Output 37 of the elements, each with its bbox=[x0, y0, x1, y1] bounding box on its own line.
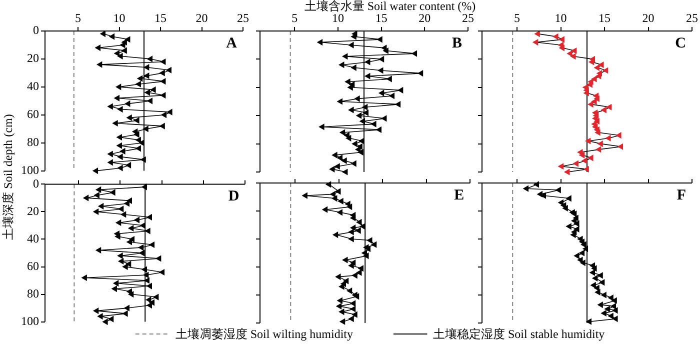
y-tick-label: 60 bbox=[27, 107, 39, 122]
x-tick-label: 5 bbox=[75, 10, 81, 25]
x-tick-label: 15 bbox=[154, 10, 166, 25]
x-axis-title: 土壤含水量 Soil water content (%) bbox=[304, 0, 476, 13]
x-tick-label: 10 bbox=[332, 10, 344, 25]
y-tick-label: 80 bbox=[27, 134, 39, 149]
x-tick-label: 20 bbox=[418, 10, 431, 25]
annotation: B bbox=[452, 35, 462, 52]
x-tick-label: 20 bbox=[196, 10, 208, 25]
y-tick-label: 80 bbox=[27, 286, 39, 300]
x-tick-label: 25 bbox=[686, 10, 698, 25]
y-tick-label: 100 bbox=[21, 314, 39, 328]
y-tick-label: 60 bbox=[27, 258, 39, 273]
y-tick-label: 40 bbox=[27, 231, 39, 246]
annotation: E bbox=[454, 187, 464, 204]
annotation: D bbox=[228, 188, 240, 205]
annotation: C bbox=[675, 35, 686, 52]
x-tick-label: 15 bbox=[375, 10, 388, 25]
y-tick-label: 40 bbox=[27, 79, 39, 94]
legend-label: 土壤凋萎湿度 Soil wilting humidity bbox=[175, 327, 354, 341]
y-tick-label: 20 bbox=[27, 204, 39, 218]
x-tick-label: 10 bbox=[113, 10, 126, 25]
legend-label: 土壤稳定湿度 Soil stable humidity bbox=[433, 327, 605, 341]
x-tick-label: 25 bbox=[462, 10, 474, 25]
y-tick-label: 0 bbox=[33, 23, 39, 38]
x-tick-label: 5 bbox=[292, 10, 298, 25]
x-tick-label: 25 bbox=[237, 10, 249, 25]
x-tick-label: 10 bbox=[554, 10, 567, 25]
y-tick-label: 0 bbox=[33, 176, 39, 190]
y-tick-label: 20 bbox=[27, 51, 39, 66]
x-tick-label: 20 bbox=[642, 10, 654, 25]
y-tick-label: 100 bbox=[21, 162, 39, 177]
y-axis-title: 土壤深度 Soil depth (cm) bbox=[1, 114, 15, 240]
annotation: A bbox=[226, 35, 238, 52]
x-tick-label: 15 bbox=[598, 10, 610, 25]
annotation: F bbox=[676, 187, 686, 204]
x-tick-label: 5 bbox=[514, 10, 520, 25]
